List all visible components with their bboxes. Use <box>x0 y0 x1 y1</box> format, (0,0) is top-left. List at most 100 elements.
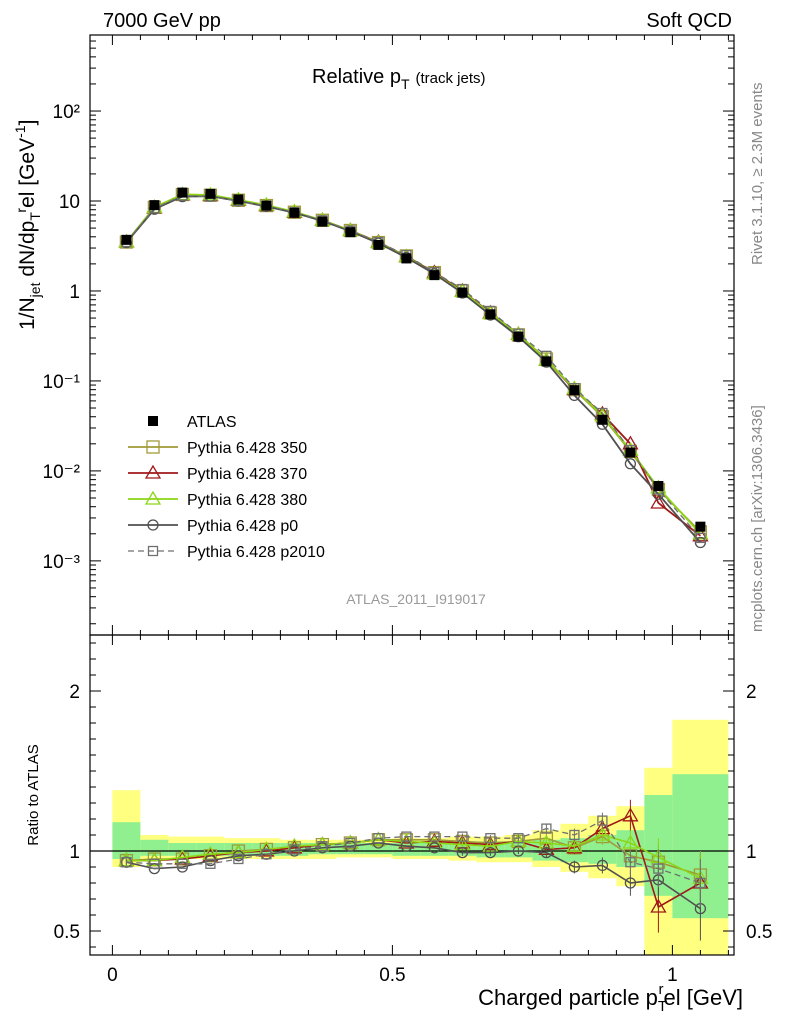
data-point-0-8 <box>345 227 356 238</box>
series-1 <box>119 187 708 539</box>
ratio-point-4-14 <box>512 845 525 857</box>
x-tick-label: 0 <box>107 965 118 986</box>
y-tick-label-upper: 10⁻¹ <box>43 372 81 393</box>
series-line-4 <box>125 195 702 544</box>
ratio-point-4-15 <box>540 846 553 859</box>
ratio-point-5-6 <box>289 844 300 855</box>
ratio-point-5-8 <box>345 837 356 849</box>
data-point-0-9 <box>373 239 384 250</box>
ratio-line-2 <box>126 814 701 909</box>
ratio-point-5-14 <box>513 833 524 844</box>
plot-title: Relative pT (track jets) <box>312 66 486 92</box>
data-point-0-7 <box>317 216 328 227</box>
x-axis-label: Charged particle pTrel [GeV] <box>478 981 743 1015</box>
x-axis-label-main: Charged particle p <box>478 985 658 1010</box>
y-tick-label-lower: 0.5 <box>54 922 80 943</box>
data-point-0-2 <box>177 187 188 198</box>
ratio-point-3-18 <box>622 834 639 849</box>
legend-marker-0 <box>148 416 158 426</box>
legend-entry-4: Pythia 6.428 p0 <box>128 518 298 535</box>
legend-marker-1 <box>146 440 160 454</box>
ratio-point-4-16 <box>568 861 581 873</box>
y-tick-label-lower-right: 0.5 <box>746 922 772 943</box>
ratio-point-2-18 <box>622 807 639 822</box>
ratio-point-5-0 <box>121 857 132 868</box>
legend-marker-5 <box>147 545 159 557</box>
legend-marker-4 <box>147 519 159 531</box>
y-tick-label-lower: 1 <box>69 842 80 863</box>
ratio-point-5-11 <box>429 831 440 842</box>
ratio-point-5-19 <box>653 863 664 874</box>
legend-entry-3: Pythia 6.428 380 <box>128 490 307 509</box>
series-line-2 <box>125 193 701 537</box>
data-point-2-19 <box>650 494 667 509</box>
y-tick-label-lower-right: 2 <box>746 682 757 703</box>
ratio-plot-frame <box>89 634 735 956</box>
legend-entry-2: Pythia 6.428 370 <box>128 464 307 483</box>
x-axis-label-tail: el [GeV] <box>664 985 743 1010</box>
x-axis-label-sup: r <box>659 981 664 998</box>
y-tick-label-lower-right: 1 <box>746 842 757 863</box>
series-2 <box>118 186 709 542</box>
ratio-point-5-17 <box>597 815 608 826</box>
ratio-point-5-3 <box>205 858 216 869</box>
x-tick-label: 1 <box>667 965 678 986</box>
ratio-plot-content <box>90 799 734 941</box>
series-3 <box>118 186 709 540</box>
legend-label-1: Pythia 6.428 350 <box>187 440 307 457</box>
rivet-label: Rivet 3.1.10, ≥ 2.3M events <box>749 83 766 266</box>
upper-y-axis-label: 1/Njet dN/dpTrel [GeV-1] <box>12 120 43 330</box>
y-tick-label-lower: 2 <box>69 682 80 703</box>
legend-label-4: Pythia 6.428 p0 <box>187 518 298 535</box>
data-point-0-1 <box>149 200 160 211</box>
ratio-point-4-17 <box>596 859 609 872</box>
legend-label-2: Pythia 6.428 370 <box>187 466 307 483</box>
data-point-0-15 <box>541 356 552 367</box>
ratio-point-4-12 <box>456 846 469 859</box>
data-point-0-20 <box>695 521 706 532</box>
legend-label-3: Pythia 6.428 380 <box>187 492 307 509</box>
legend-label-0: ATLAS <box>187 414 237 431</box>
data-point-0-18 <box>625 447 636 458</box>
y-tick-label-upper: 10⁻² <box>43 462 81 483</box>
ratio-point-4-13 <box>484 846 497 859</box>
mcplots-label: mcplots.cern.ch [arXiv:1306.3436] <box>749 405 766 632</box>
ratio-point-5-2 <box>177 858 188 869</box>
y-tick-label-upper: 10² <box>53 102 80 123</box>
header-energy: 7000 GeV pp <box>103 10 221 32</box>
data-point-0-19 <box>653 480 664 491</box>
ratio-point-5-15 <box>541 823 552 834</box>
ratio-point-4-18 <box>624 877 637 889</box>
ratio-point-5-5 <box>261 849 272 860</box>
ratio-point-2-19 <box>650 898 667 913</box>
data-point-0-14 <box>513 331 524 342</box>
data-point-0-4 <box>233 194 244 205</box>
data-point-0-12 <box>457 287 468 298</box>
ratio-point-5-20 <box>695 877 706 889</box>
band-inner-1 <box>140 839 169 856</box>
plot-title-main: Relative p <box>312 66 401 88</box>
data-point-5-20 <box>695 532 706 544</box>
upper-plot-content <box>118 186 709 549</box>
ratio-line-5 <box>126 819 701 884</box>
ratio-point-5-4 <box>233 853 244 865</box>
plot-title-note: (track jets) <box>416 70 486 87</box>
legend-label-5: Pythia 6.428 p2010 <box>187 544 325 561</box>
ratio-point-5-12 <box>457 831 468 842</box>
x-tick-label: 0.5 <box>379 965 405 986</box>
series-5 <box>121 190 706 544</box>
ratio-point-2-16 <box>566 839 583 854</box>
ratio-point-5-1 <box>149 858 160 869</box>
ratio-point-5-16 <box>569 829 580 841</box>
data-point-0-0 <box>121 234 132 245</box>
data-point-0-3 <box>205 188 216 199</box>
y-tick-label-upper: 10⁻³ <box>43 552 81 573</box>
plot-title-sub: T <box>401 76 410 92</box>
ratio-point-5-7 <box>317 841 328 852</box>
uncertainty-bands <box>112 719 729 955</box>
ratio-point-2-11 <box>426 833 443 848</box>
data-point-0-17 <box>597 414 608 425</box>
x-axis-label-sub: T <box>658 998 667 1015</box>
legend: ATLAS Pythia 6.428 350 Pythia 6.428 370 Pyt… <box>128 414 325 561</box>
